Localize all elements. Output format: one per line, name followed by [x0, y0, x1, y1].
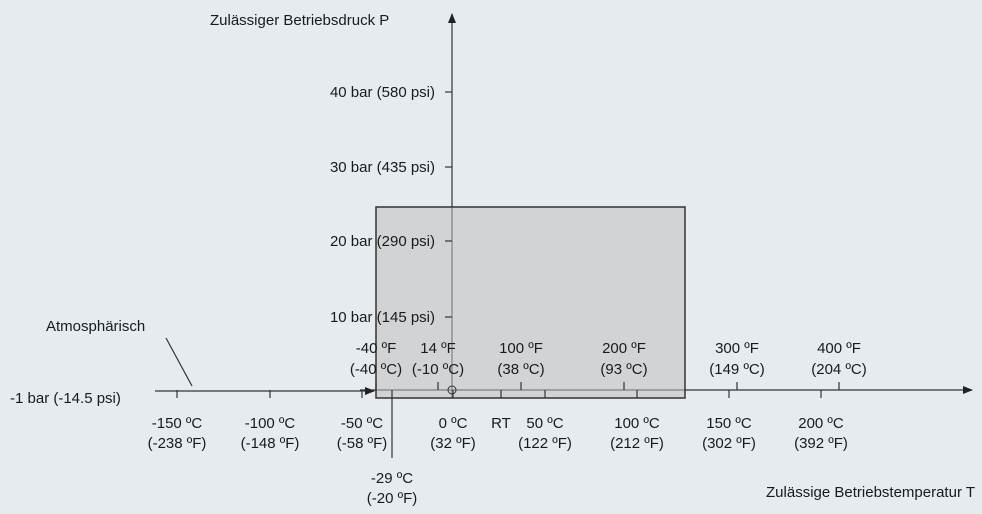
x-tick-label: (149 ºC) [709, 361, 765, 378]
x-tick-label: (32 ºF) [430, 435, 475, 452]
x-tick-label: (-58 ºF) [337, 435, 387, 452]
baseline-label: -1 bar (-14.5 psi) [10, 390, 121, 407]
x-tick-label: 0 ºC [439, 415, 468, 432]
y-tick-label: 10 bar (145 psi) [330, 309, 435, 326]
rt-label: RT [491, 415, 511, 432]
x-tick-label: (392 ºF) [794, 435, 848, 452]
x-tick-label: 400 ºF [817, 340, 861, 357]
x-tick-label: 100 ºF [499, 340, 543, 357]
x-tick-label: (122 ºF) [518, 435, 572, 452]
x-tick-label: 200 ºF [602, 340, 646, 357]
origin-marker [447, 385, 457, 395]
x-tick-label: (38 ºC) [497, 361, 544, 378]
x-tick-label: 50 ºC [526, 415, 563, 432]
x-tick-label: (-148 ºF) [241, 435, 300, 452]
atmospheric-label: Atmosphärisch [46, 318, 145, 335]
y-axis-label: Zulässiger Betriebsdruck P [210, 12, 389, 29]
y-tick-label: 40 bar (580 psi) [330, 84, 435, 101]
x-tick-label: -100 ºC [245, 415, 296, 432]
x-tick-label: (204 ºC) [811, 361, 867, 378]
x-tick-label: -50 ºC [341, 415, 383, 432]
x-tick-label: 300 ºF [715, 340, 759, 357]
x-tick-label: 200 ºC [798, 415, 844, 432]
x-tick-label: 100 ºC [614, 415, 660, 432]
y-tick-label: 20 bar (290 psi) [330, 233, 435, 250]
x-tick-label: (212 ºF) [610, 435, 664, 452]
x-axis-label: Zulässige Betriebstemperatur T [766, 484, 975, 501]
y-tick-label: 30 bar (435 psi) [330, 159, 435, 176]
x-tick-label: (-238 ºF) [148, 435, 207, 452]
x-tick-label: (302 ºF) [702, 435, 756, 452]
x-tick-label: 14 ºF [420, 340, 456, 357]
x-tick-label: (-40 ºC) [350, 361, 402, 378]
x-tick-label: -40 ºF [356, 340, 397, 357]
x-tick-label: 150 ºC [706, 415, 752, 432]
operating-range [375, 206, 686, 399]
marker-label: (-20 ºF) [367, 490, 417, 507]
x-tick-label: -150 ºC [152, 415, 203, 432]
x-tick-label: (-10 ºC) [412, 361, 464, 378]
leader-line [165, 337, 193, 387]
marker-label: -29 ºC [371, 470, 413, 487]
x-tick-label: (93 ºC) [600, 361, 647, 378]
